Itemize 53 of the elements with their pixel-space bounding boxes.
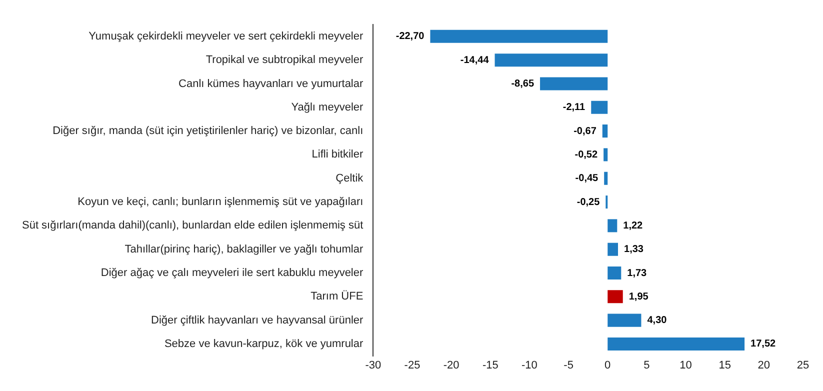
- data-label: 1,95: [628, 291, 649, 302]
- bar: [430, 30, 608, 43]
- bar: [608, 266, 622, 280]
- bar: [608, 290, 623, 304]
- data-label: 1,22: [623, 220, 644, 232]
- x-tick-label: 0: [604, 359, 611, 372]
- y-tick-label: Canlı kümes hayvanları ve yumurtalar: [178, 78, 364, 90]
- y-tick-label: Lifli bitkiler: [312, 148, 364, 161]
- data-label: -0,25: [576, 196, 600, 208]
- x-tick-label: 10: [680, 359, 692, 372]
- x-tick-label: -25: [404, 359, 420, 372]
- x-tick-label: 15: [718, 359, 731, 372]
- data-label: 17,52: [750, 338, 776, 350]
- y-tick-label: Çeltik: [336, 172, 364, 184]
- data-label: -8,65: [511, 78, 534, 90]
- y-tick-label: Sebze ve kavun-karpuz, kök ve yumrular: [164, 338, 364, 350]
- y-tick-label: Diğer çiftlik hayvanları ve hayvansal ürünler: [151, 314, 364, 326]
- data-label: 4,30: [647, 315, 668, 326]
- x-tick-label: 25: [796, 359, 810, 372]
- bar: [608, 337, 745, 350]
- x-tick-label: -5: [564, 359, 574, 372]
- y-tick-label: Tarım ÜFE: [310, 290, 364, 303]
- bar: [608, 314, 642, 327]
- bar: [608, 242, 618, 256]
- bar: [604, 148, 608, 162]
- bar: [608, 219, 618, 232]
- x-tick-label: -15: [482, 359, 498, 372]
- x-tick-label: -10: [522, 359, 538, 372]
- x-tick-label: -20: [443, 359, 460, 372]
- data-label: -14,44: [460, 54, 490, 66]
- bar: [494, 54, 608, 67]
- y-tick-label: Yumuşak çekirdekli meyveler ve sert çekirdekli meyveler: [88, 30, 364, 42]
- y-tick-label: Tropikal ve subtropikal meyveler: [206, 54, 364, 66]
- data-label: -0,45: [575, 173, 599, 184]
- y-tick-label: Süt sığırları(manda dahil)(canlı), bunlardan elde edilen işlenmemiş süt: [22, 220, 364, 232]
- bar: [591, 100, 608, 114]
- bar: [540, 77, 608, 90]
- data-label: -2,11: [562, 102, 586, 114]
- x-tick-label: 5: [644, 359, 650, 372]
- y-tick-label: Tahıllar(pirinç hariç), baklagiller ve yağlı tohumlar: [124, 243, 364, 256]
- bar: [604, 172, 608, 185]
- data-label: -0,52: [574, 149, 598, 160]
- data-label: -22,70: [396, 31, 425, 42]
- data-label: -0,67: [574, 126, 597, 137]
- y-tick-label: Diğer ağaç ve çalı meyveleri ile sert kabuklu meyveler: [100, 267, 364, 280]
- data-label: 1,33: [624, 244, 644, 256]
- y-tick-label: Koyun ve keçi, canlı; bunların işlenmemiş süt ve yapağıları: [78, 196, 364, 208]
- y-tick-label: Yağlı meyveler: [291, 101, 364, 114]
- y-tick-label: Diğer sığır, manda (süt için yetiştirilenler hariç) ve bizonlar, canlı: [52, 125, 364, 138]
- bar: [602, 124, 608, 138]
- x-tick-label: 20: [758, 359, 770, 372]
- data-label: 1,73: [627, 268, 648, 279]
- x-tick-label: -30: [365, 359, 382, 372]
